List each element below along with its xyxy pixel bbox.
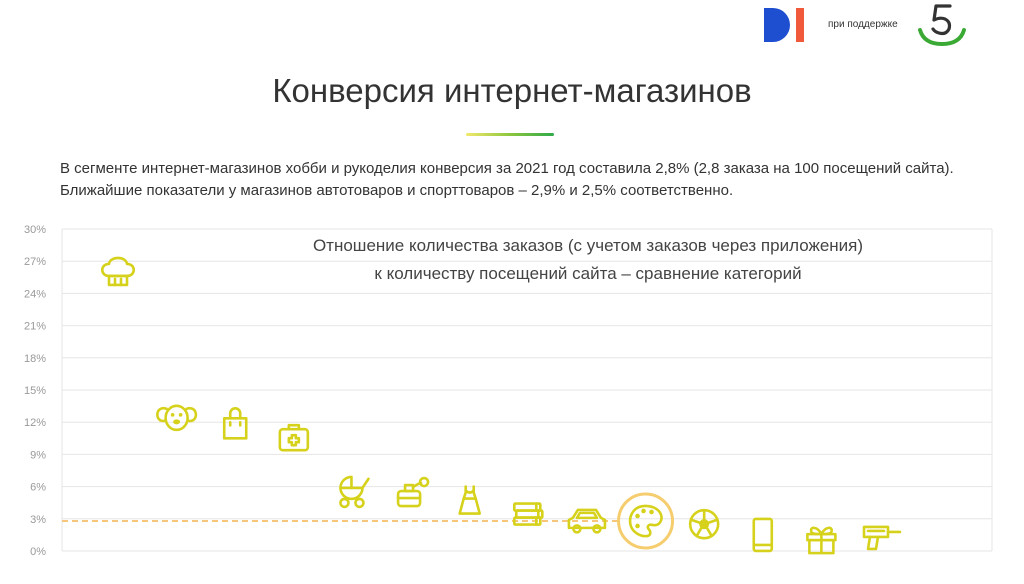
drill-icon (862, 525, 902, 551)
first-aid-kit-icon (278, 423, 310, 452)
y-tick-label: 15% (24, 385, 46, 397)
y-tick-label: 9% (30, 449, 46, 461)
y-tick-label: 21% (24, 321, 46, 333)
five-logo (918, 4, 966, 47)
y-tick-label: 6% (30, 482, 46, 494)
intro-text: В сегменте интернет-магазинов хобби и ру… (60, 160, 954, 199)
dress-icon (458, 485, 481, 515)
shopping-bag-icon (222, 407, 248, 440)
y-tick-label: 3% (30, 514, 46, 526)
support-text: при поддержке (828, 19, 898, 30)
y-tick-label: 0% (30, 546, 46, 558)
smartphone-icon (752, 517, 774, 553)
y-tick-label: 12% (24, 417, 46, 429)
y-tick-label: 27% (24, 256, 46, 268)
di-logo-i (796, 8, 804, 42)
perfume-icon (396, 476, 430, 508)
gift-icon (806, 526, 837, 555)
books-icon (513, 502, 544, 526)
page-title: Конверсия интернет-магазинов (272, 72, 752, 109)
car-icon (567, 508, 607, 534)
y-tick-label: 24% (24, 288, 46, 300)
chart-title-line2: к количеству посещений сайта – сравнение… (374, 264, 802, 283)
palette-icon (617, 492, 675, 550)
soccer-ball-icon (688, 508, 720, 540)
title-underline (466, 133, 554, 136)
di-logo-d (764, 8, 790, 42)
chart-title-line1: Отношение количества заказов (с учетом з… (312, 236, 864, 255)
y-tick-label: 30% (24, 224, 46, 236)
dog-icon (156, 404, 198, 432)
baby-stroller-icon (339, 475, 370, 509)
di-logo (764, 8, 804, 42)
y-tick-label: 18% (24, 353, 46, 365)
chef-hat-icon (100, 256, 136, 287)
